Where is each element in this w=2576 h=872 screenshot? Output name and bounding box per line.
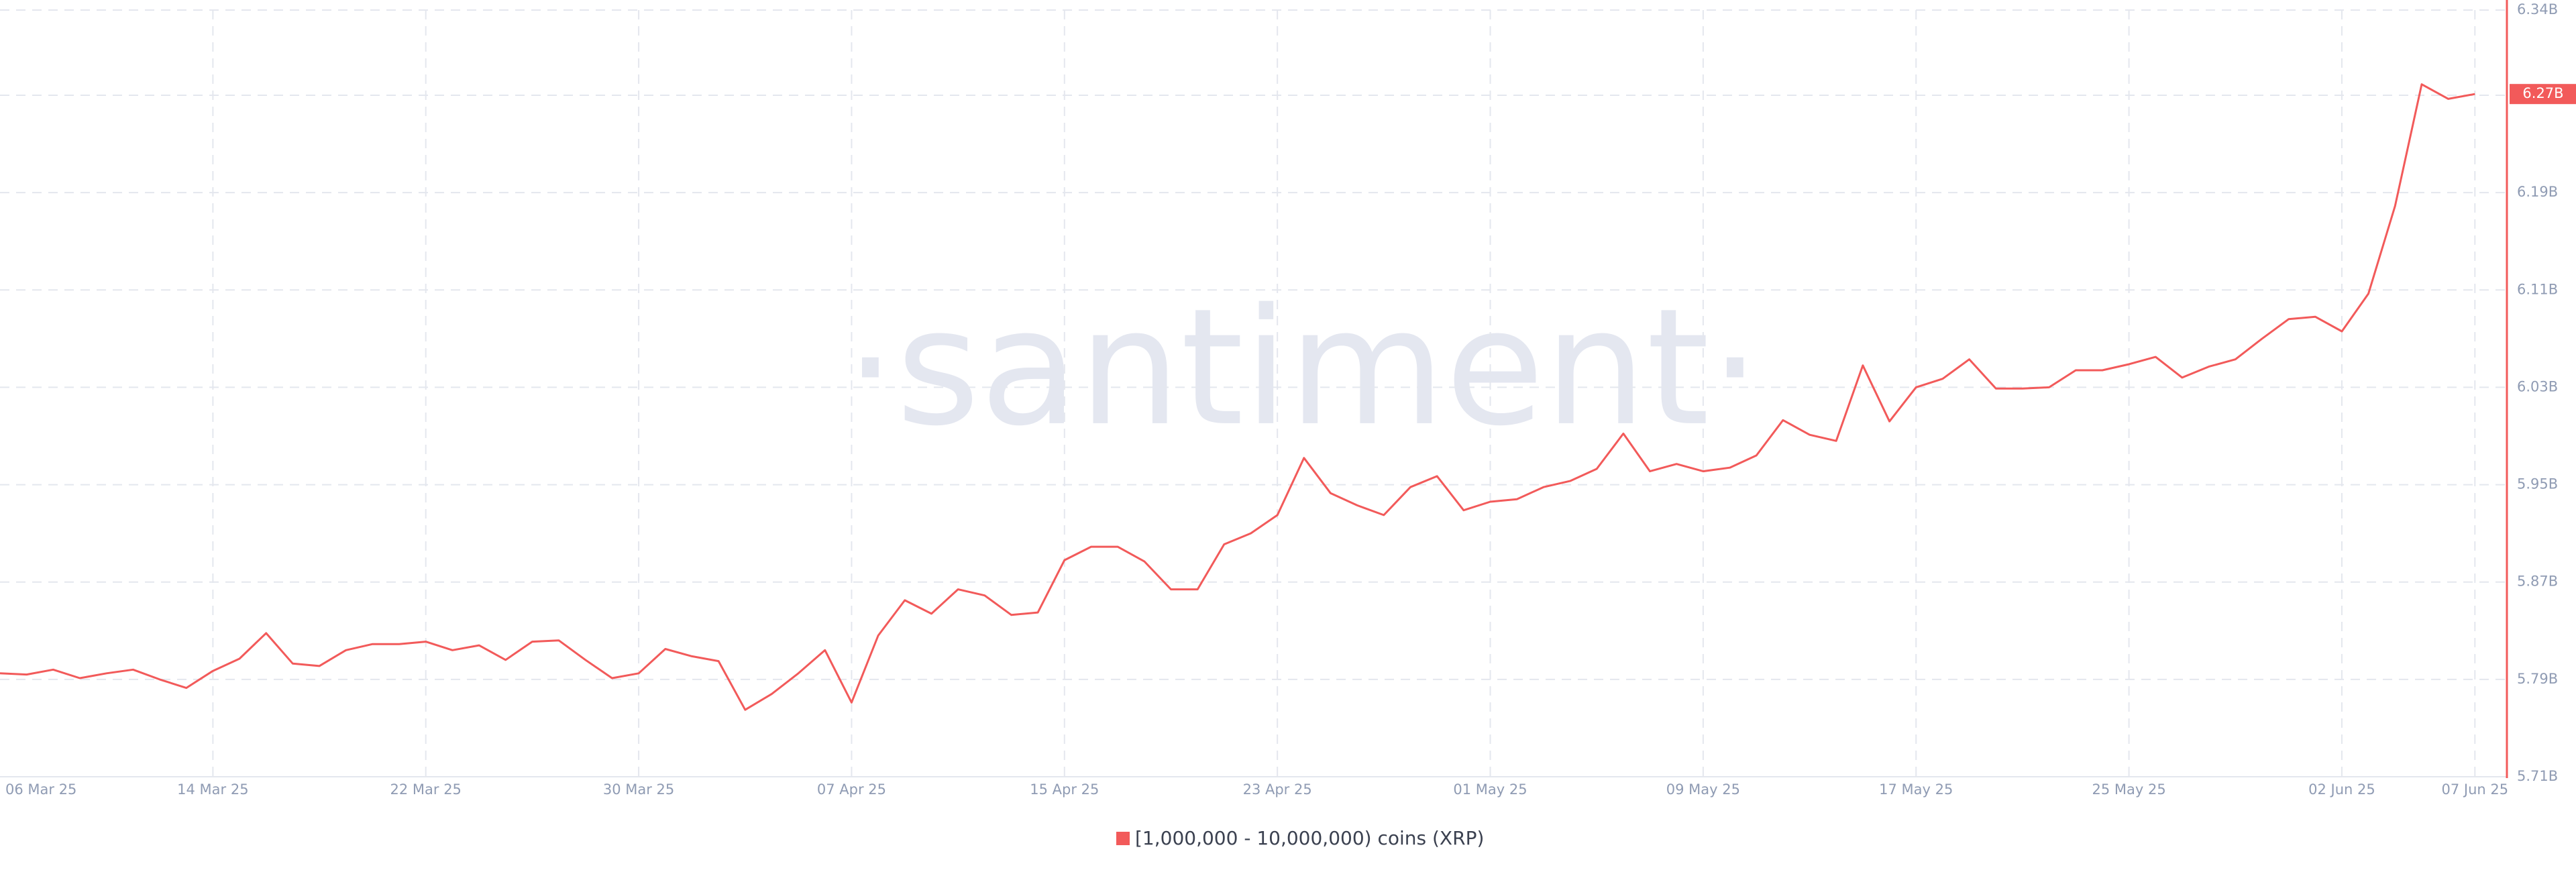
x-tick-label: 23 Apr 25 <box>1243 781 1312 798</box>
y-tick-label: 5.87B <box>2517 574 2558 590</box>
y-tick-label: 6.11B <box>2517 281 2558 297</box>
y-tick-label: 5.79B <box>2517 671 2558 687</box>
x-tick-label: 02 Jun 25 <box>2308 781 2375 798</box>
x-tick-label: 07 Apr 25 <box>817 781 886 798</box>
y-tick-label: 6.34B <box>2517 1 2558 17</box>
x-tick-label: 17 May 25 <box>1879 781 1953 798</box>
x-tick-label: 09 May 25 <box>1666 781 1740 798</box>
x-tick-label: 15 Apr 25 <box>1030 781 1099 798</box>
legend-swatch <box>1116 832 1130 845</box>
value-label: 6.27B <box>2522 85 2563 101</box>
x-tick-label: 07 Jun 25 <box>2442 781 2509 798</box>
x-tick-label: 22 Mar 25 <box>390 781 462 798</box>
legend-label: [1,000,000 - 10,000,000) coins (XRP) <box>1135 827 1484 849</box>
y-tick-label: 5.71B <box>2517 768 2558 784</box>
y-tick-label: 5.95B <box>2517 476 2558 492</box>
x-tick-label: 01 May 25 <box>1453 781 1527 798</box>
value-badge <box>2510 84 2576 105</box>
y-tick-label: 6.03B <box>2517 378 2558 394</box>
watermark: ·santiment· <box>845 274 1760 461</box>
x-tick-label: 25 May 25 <box>2092 781 2165 798</box>
data-line <box>0 83 2475 711</box>
x-tick-label: 06 Mar 25 <box>5 781 76 798</box>
x-tick-label: 14 Mar 25 <box>177 781 248 798</box>
y-tick-label: 6.19B <box>2517 184 2558 200</box>
x-tick-label: 30 Mar 25 <box>603 781 674 798</box>
